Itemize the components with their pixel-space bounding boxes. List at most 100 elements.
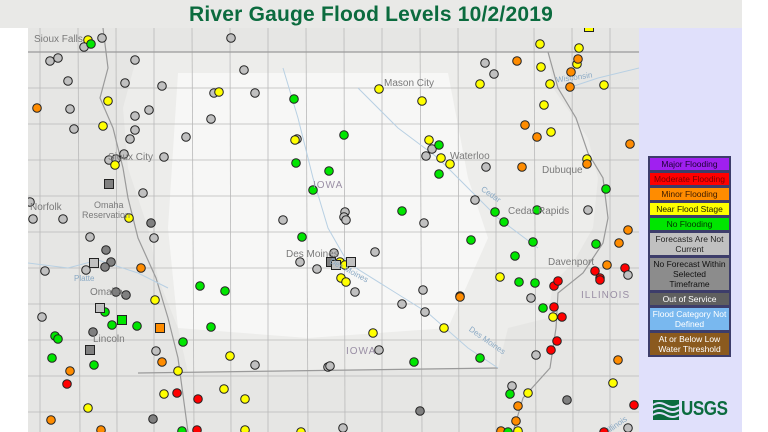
gauge-marker[interactable] (146, 218, 156, 228)
gauge-marker[interactable] (503, 427, 513, 432)
gauge-marker[interactable] (97, 33, 107, 43)
gauge-marker[interactable] (623, 225, 633, 235)
gauge-marker-square[interactable] (89, 258, 99, 268)
gauge-marker[interactable] (86, 39, 96, 49)
gauge-marker[interactable] (312, 264, 322, 274)
gauge-marker[interactable] (65, 366, 75, 376)
gauge-marker-square[interactable] (104, 179, 114, 189)
gauge-marker[interactable] (324, 166, 334, 176)
gauge-marker[interactable] (374, 345, 384, 355)
gauge-marker[interactable] (499, 217, 509, 227)
gauge-marker[interactable] (552, 336, 562, 346)
gauge-marker[interactable] (539, 100, 549, 110)
gauge-marker[interactable] (250, 88, 260, 98)
gauge-marker[interactable] (278, 215, 288, 225)
gauge-marker[interactable] (58, 214, 68, 224)
gauge-marker[interactable] (178, 337, 188, 347)
gauge-marker[interactable] (549, 302, 559, 312)
gauge-marker[interactable] (130, 111, 140, 121)
gauge-marker[interactable] (532, 132, 542, 142)
gauge-marker[interactable] (420, 307, 430, 317)
gauge-marker[interactable] (138, 188, 148, 198)
gauge-marker[interactable] (308, 185, 318, 195)
gauge-marker[interactable] (149, 233, 159, 243)
gauge-marker[interactable] (513, 426, 523, 432)
gauge-marker[interactable] (172, 388, 182, 398)
gauge-marker[interactable] (130, 125, 140, 135)
gauge-marker[interactable] (530, 278, 540, 288)
gauge-marker[interactable] (599, 80, 609, 90)
gauge-marker[interactable] (601, 184, 611, 194)
gauge-marker[interactable] (125, 134, 135, 144)
gauge-marker[interactable] (613, 355, 623, 365)
gauge-marker[interactable] (368, 328, 378, 338)
gauge-marker[interactable] (157, 81, 167, 91)
gauge-marker[interactable] (409, 357, 419, 367)
gauge-marker[interactable] (136, 263, 146, 273)
gauge-marker-square[interactable] (95, 303, 105, 313)
gauge-marker[interactable] (511, 416, 521, 426)
gauge-marker[interactable] (445, 159, 455, 169)
gauge-marker[interactable] (47, 353, 57, 363)
gauge-marker[interactable] (81, 265, 91, 275)
gauge-marker[interactable] (434, 169, 444, 179)
gauge-marker[interactable] (295, 257, 305, 267)
gauge-marker[interactable] (132, 321, 142, 331)
gauge-marker[interactable] (436, 153, 446, 163)
gauge-marker[interactable] (599, 427, 609, 432)
gauge-marker[interactable] (350, 287, 360, 297)
gauge-marker[interactable] (490, 207, 500, 217)
gauge-marker[interactable] (557, 312, 567, 322)
gauge-marker[interactable] (546, 345, 556, 355)
gauge-marker[interactable] (220, 286, 230, 296)
gauge-marker[interactable] (98, 121, 108, 131)
gauge-marker[interactable] (157, 357, 167, 367)
gauge-marker[interactable] (495, 272, 505, 282)
gauge-marker[interactable] (526, 293, 536, 303)
gauge-marker[interactable] (538, 303, 548, 313)
gauge-marker[interactable] (111, 287, 121, 297)
gauge-marker[interactable] (173, 366, 183, 376)
gauge-marker[interactable] (623, 270, 633, 280)
gauge-marker[interactable] (100, 262, 110, 272)
gauge-marker[interactable] (590, 266, 600, 276)
gauge-marker[interactable] (289, 94, 299, 104)
gauge-marker[interactable] (110, 160, 120, 170)
gauge-marker[interactable] (226, 33, 236, 43)
gauge-marker[interactable] (419, 218, 429, 228)
gauge-marker[interactable] (507, 381, 517, 391)
gauge-marker[interactable] (512, 56, 522, 66)
gauge-marker[interactable] (53, 334, 63, 344)
gauge-marker[interactable] (103, 96, 113, 106)
gauge-marker[interactable] (219, 384, 229, 394)
gauge-marker[interactable] (192, 425, 202, 432)
gauge-marker[interactable] (434, 140, 444, 150)
gauge-marker[interactable] (62, 379, 72, 389)
gauge-marker[interactable] (214, 87, 224, 97)
gauge-marker[interactable] (574, 43, 584, 53)
gauge-marker[interactable] (63, 76, 73, 86)
gauge-marker[interactable] (121, 290, 131, 300)
gauge-marker[interactable] (565, 82, 575, 92)
gauge-marker[interactable] (427, 144, 437, 154)
gauge-marker[interactable] (83, 403, 93, 413)
gauge-marker[interactable] (239, 65, 249, 75)
gauge-marker[interactable] (339, 130, 349, 140)
gauge-marker-square[interactable] (346, 257, 356, 267)
gauge-marker[interactable] (45, 56, 55, 66)
gauge-marker-square[interactable] (584, 28, 594, 32)
gauge-marker[interactable] (481, 162, 491, 172)
gauge-marker[interactable] (206, 322, 216, 332)
gauge-marker[interactable] (520, 120, 530, 130)
gauge-marker-square[interactable] (155, 323, 165, 333)
gauge-marker[interactable] (545, 79, 555, 89)
gauge-marker[interactable] (566, 67, 576, 77)
gauge-marker[interactable] (548, 312, 558, 322)
gauge-marker[interactable] (338, 423, 348, 432)
gauge-marker-square[interactable] (117, 315, 127, 325)
gauge-marker[interactable] (341, 277, 351, 287)
gauge-marker[interactable] (32, 103, 42, 113)
gauge-marker[interactable] (89, 360, 99, 370)
gauge-marker[interactable] (40, 266, 50, 276)
gauge-marker[interactable] (193, 394, 203, 404)
